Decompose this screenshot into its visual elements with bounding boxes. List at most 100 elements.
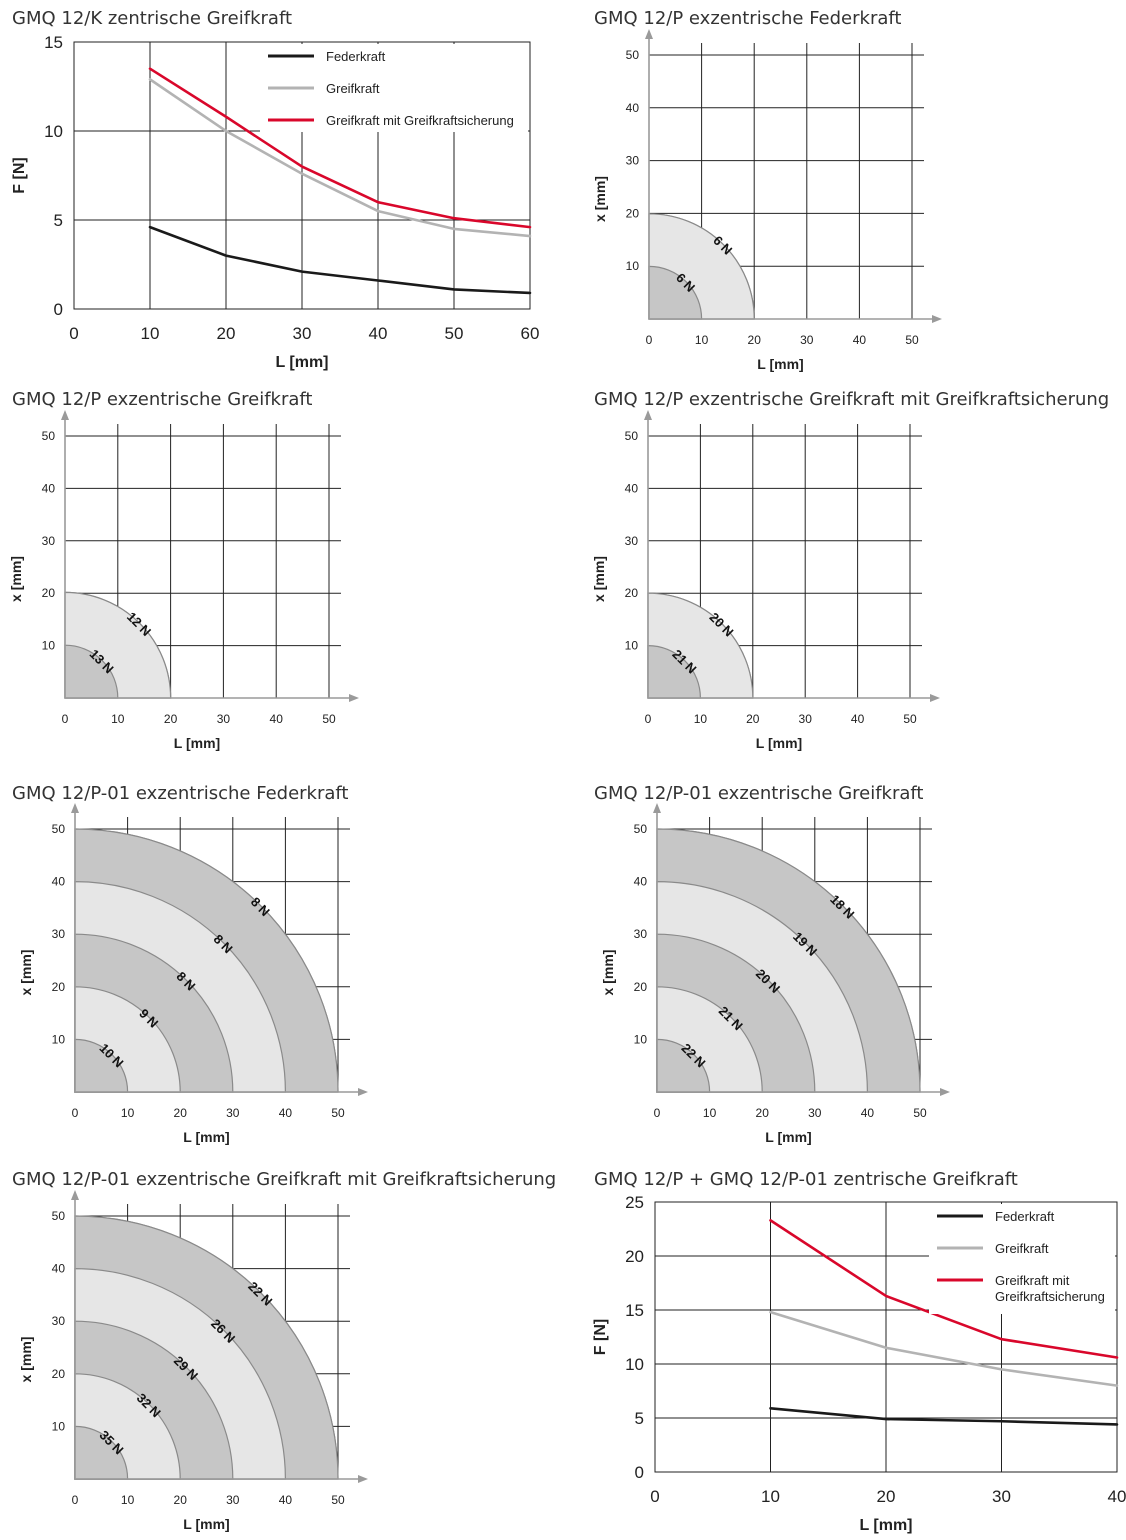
y-axis-label: F [N] — [592, 1319, 609, 1355]
x-tick-label: 50 — [331, 1106, 345, 1120]
y-tick-label: 20 — [625, 586, 639, 600]
x-tick-label: 40 — [279, 1493, 293, 1507]
series-line-greifkraft — [769, 1310, 1119, 1387]
x-tick-label: 20 — [748, 333, 762, 347]
x-tick-label: 30 — [226, 1493, 240, 1507]
y-axis-arrow-icon — [71, 803, 79, 813]
x-tick-label: 10 — [111, 712, 125, 726]
chart-title: GMQ 12/P exzentrische Greifkraft mit Gre… — [594, 389, 1110, 410]
y-tick-label: 30 — [42, 534, 56, 548]
y-tick-label: 40 — [626, 101, 640, 115]
x-tick-label: 20 — [174, 1493, 188, 1507]
x-tick-label: 10 — [121, 1106, 135, 1120]
x-axis-label: L [mm] — [275, 354, 328, 371]
y-tick-label: 30 — [625, 534, 639, 548]
x-tick-label: 40 — [279, 1106, 293, 1120]
series-line-greifkraft_sicherung — [769, 1219, 1119, 1359]
y-axis-label: x [mm] — [600, 950, 616, 996]
y-tick-label: 10 — [625, 639, 639, 653]
y-axis-label: F [N] — [11, 157, 28, 193]
y-tick-label: 30 — [52, 927, 66, 941]
x-tick-label: 10 — [703, 1106, 717, 1120]
legend-label: Greifkraft mit Greifkraftsicherung — [326, 113, 514, 128]
x-tick-label: 20 — [877, 1487, 896, 1506]
x-axis-arrow-icon — [358, 1088, 368, 1096]
chart-title: GMQ 12/P-01 exzentrische Federkraft — [12, 783, 349, 804]
y-tick-label: 20 — [52, 980, 66, 994]
x-tick-label: 50 — [905, 333, 919, 347]
y-tick-label: 10 — [625, 1355, 644, 1374]
x-tick-label: 10 — [695, 333, 709, 347]
x-tick-label: 20 — [746, 712, 760, 726]
y-tick-label: 15 — [625, 1301, 644, 1320]
legend-label: Greifkraft — [326, 81, 380, 96]
y-tick-label: 10 — [626, 259, 640, 273]
chart-title: GMQ 12/P-01 exzentrische Greifkraft mit … — [12, 1169, 557, 1190]
x-tick-label: 40 — [369, 324, 388, 343]
y-tick-label: 20 — [626, 206, 640, 220]
x-tick-label: 10 — [761, 1487, 780, 1506]
y-tick-label: 20 — [52, 1367, 66, 1381]
force-zone-fill — [74, 1038, 129, 1093]
x-tick-label: 50 — [331, 1493, 345, 1507]
x-tick-label: 0 — [62, 712, 69, 726]
y-tick-label: 5 — [54, 211, 63, 230]
y-axis-label: x [mm] — [18, 950, 34, 996]
force-zone-fill — [648, 265, 703, 320]
legend-label: Greifkraft — [995, 1241, 1049, 1256]
x-tick-label: 50 — [913, 1106, 927, 1120]
x-tick-label: 10 — [121, 1493, 135, 1507]
force-zone-fill — [656, 1038, 711, 1093]
y-axis-arrow-icon — [61, 410, 69, 420]
y-tick-label: 10 — [44, 122, 63, 141]
x-tick-label: 30 — [799, 712, 813, 726]
x-tick-label: 20 — [756, 1106, 770, 1120]
chart-title: GMQ 12/P + GMQ 12/P-01 zentrische Greifk… — [594, 1169, 1018, 1190]
y-tick-label: 10 — [634, 1032, 648, 1046]
x-axis-arrow-icon — [349, 694, 359, 702]
y-axis-arrow-icon — [644, 410, 652, 420]
x-tick-label: 40 — [853, 333, 867, 347]
x-tick-label: 0 — [72, 1493, 79, 1507]
series-line-federkraft — [148, 225, 532, 295]
x-tick-label: 0 — [72, 1106, 79, 1120]
x-axis-arrow-icon — [932, 315, 942, 323]
x-axis-arrow-icon — [358, 1475, 368, 1483]
x-axis-arrow-icon — [930, 694, 940, 702]
y-axis-label: x [mm] — [18, 1337, 34, 1383]
x-tick-label: 30 — [217, 712, 231, 726]
x-tick-label: 40 — [851, 712, 865, 726]
x-tick-label: 30 — [992, 1487, 1011, 1506]
y-tick-label: 50 — [625, 429, 639, 443]
y-tick-label: 40 — [52, 875, 66, 889]
x-axis-label: L [mm] — [757, 356, 803, 372]
x-tick-label: 50 — [445, 324, 464, 343]
y-axis-arrow-icon — [71, 1190, 79, 1200]
x-tick-label: 40 — [270, 712, 284, 726]
y-tick-label: 20 — [42, 586, 56, 600]
y-tick-label: 50 — [52, 1209, 66, 1223]
y-axis-label: x [mm] — [592, 176, 608, 222]
x-tick-label: 0 — [654, 1106, 661, 1120]
y-tick-label: 50 — [626, 48, 640, 62]
y-tick-label: 50 — [42, 429, 56, 443]
x-tick-label: 40 — [1108, 1487, 1126, 1506]
y-tick-label: 5 — [635, 1409, 644, 1428]
x-tick-label: 60 — [521, 324, 540, 343]
y-tick-label: 15 — [44, 33, 63, 52]
x-tick-label: 0 — [645, 712, 652, 726]
y-axis-arrow-icon — [645, 29, 653, 39]
legend-background — [929, 1204, 1115, 1314]
legend-label: Federkraft — [326, 49, 386, 64]
x-axis-label: L [mm] — [765, 1129, 811, 1145]
y-tick-label: 50 — [634, 822, 648, 836]
x-tick-label: 30 — [293, 324, 312, 343]
y-tick-label: 30 — [634, 927, 648, 941]
x-tick-label: 20 — [174, 1106, 188, 1120]
legend-label: Greifkraft mit Greifkraftsicherung — [995, 1273, 1105, 1304]
y-tick-label: 40 — [42, 481, 56, 495]
x-axis-label: L [mm] — [183, 1516, 229, 1532]
force-zone-fill — [647, 644, 702, 699]
y-tick-label: 20 — [634, 980, 648, 994]
